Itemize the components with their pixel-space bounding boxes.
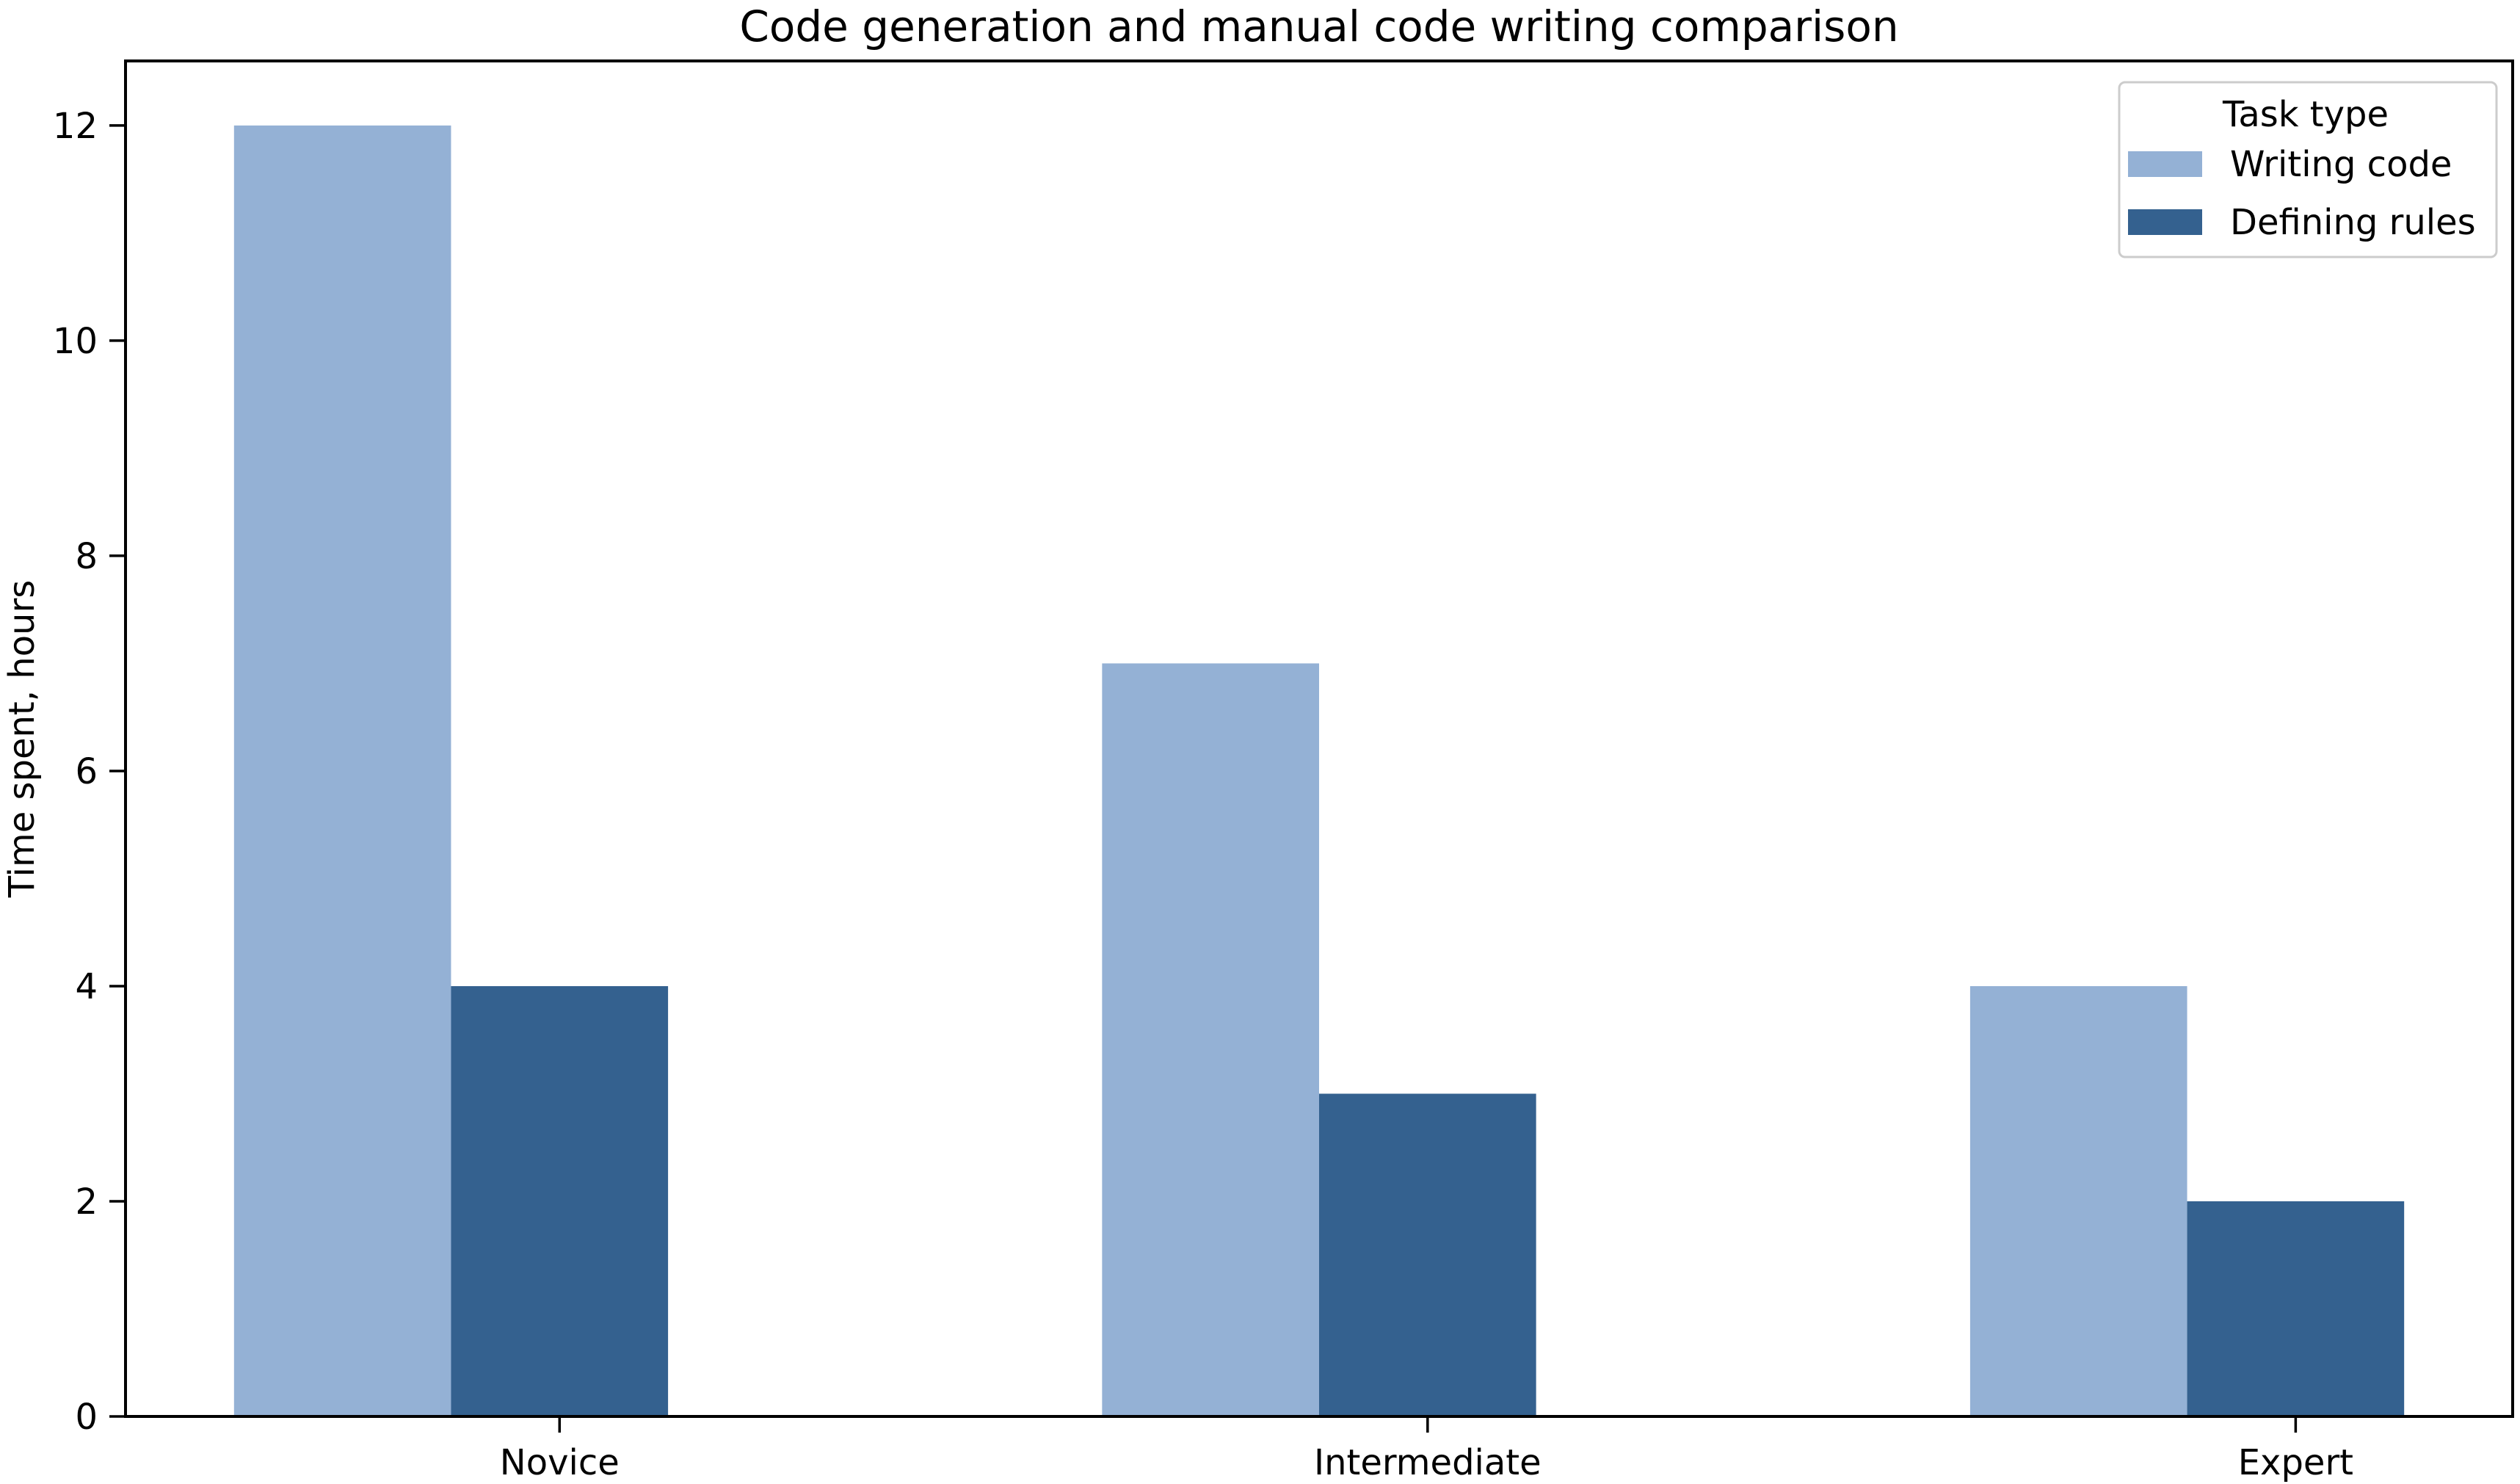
- y-tick-label-8: 8: [75, 536, 98, 577]
- x-tick-label-intermediate: Intermediate: [1314, 1442, 1542, 1483]
- bar-intermediate-writing-code: [1102, 663, 1319, 1416]
- y-axis-label: Time spent, hours: [1, 580, 43, 898]
- axes-spines: [124, 59, 2514, 1418]
- bar-novice-writing-code: [233, 125, 451, 1416]
- y-tick-label-0: 0: [75, 1397, 98, 1438]
- bars-layer: [233, 125, 2405, 1416]
- x-tick-label-novice: Novice: [500, 1442, 620, 1483]
- y-tick-label-6: 6: [75, 751, 98, 792]
- legend-box: [2118, 81, 2498, 258]
- legend-entries: Writing code Defining rules: [2128, 144, 2476, 243]
- bar-novice-defining-rules: [451, 985, 669, 1416]
- legend-label-defining-rules: Defining rules: [2230, 202, 2476, 243]
- legend-title: Task type: [2222, 94, 2389, 135]
- chart-title: Code generation and manual code writing …: [739, 1, 1898, 51]
- bar-expert-writing-code: [1969, 985, 2187, 1416]
- x-tick-label-expert: Expert: [2238, 1442, 2353, 1483]
- legend-label-writing-code: Writing code: [2230, 144, 2452, 185]
- bar-intermediate-defining-rules: [1319, 1093, 1536, 1416]
- y-tick-label-2: 2: [75, 1181, 98, 1223]
- legend-swatch-defining-rules: [2128, 209, 2202, 235]
- y-tick-label-12: 12: [53, 106, 98, 147]
- y-tick-label-4: 4: [75, 966, 98, 1007]
- axes-layer: 0 2 4 6 8 10 12 Novice Intermediate Expert: [53, 59, 2514, 1483]
- bar-expert-defining-rules: [2187, 1201, 2405, 1416]
- legend-swatch-writing-code: [2128, 151, 2202, 177]
- legend: Task type Writing code Defining rules: [2118, 81, 2498, 258]
- y-tick-label-10: 10: [53, 321, 98, 362]
